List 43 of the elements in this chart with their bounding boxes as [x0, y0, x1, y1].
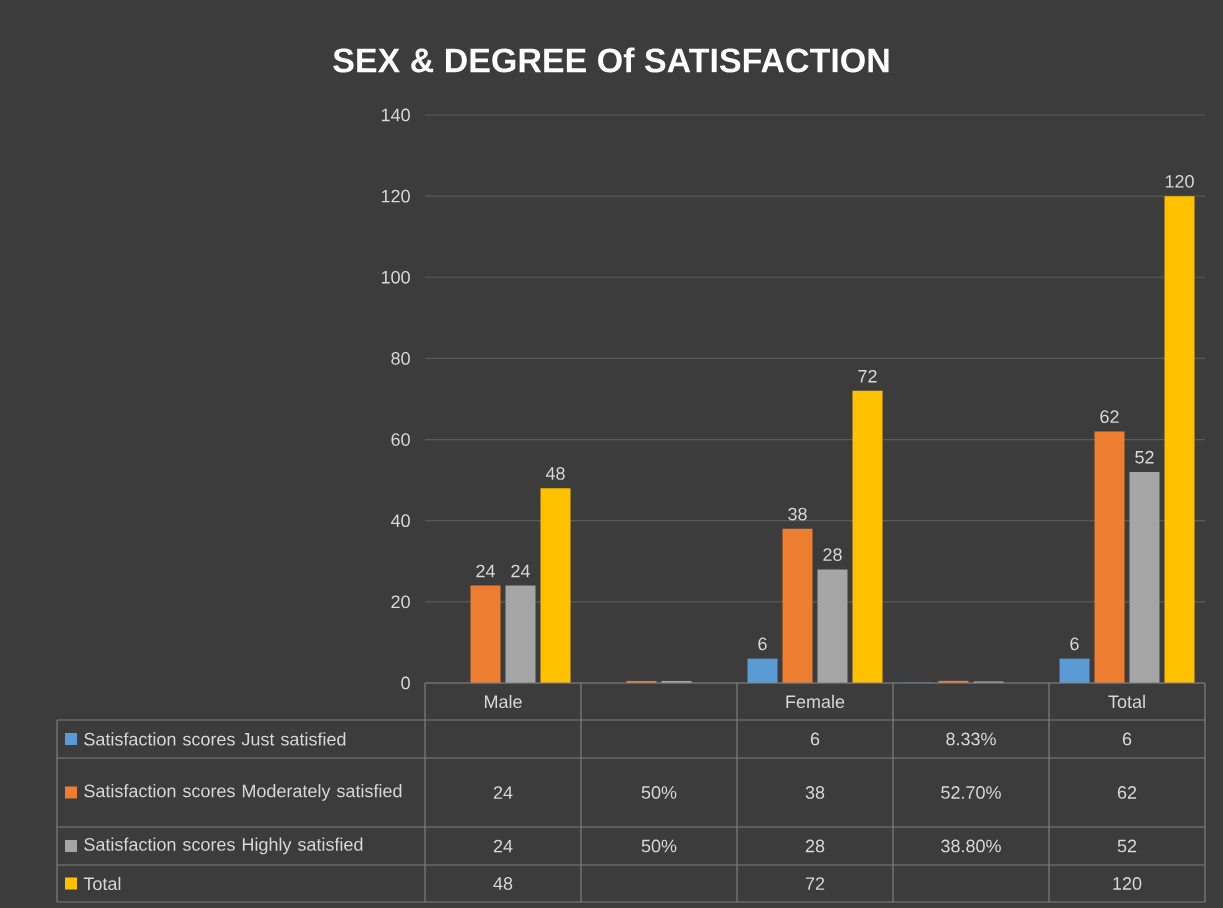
legend-label: Satisfaction scores Highly satisfied [84, 837, 363, 855]
y-tick-label: 60 [391, 433, 410, 446]
y-tick-label: 0 [401, 676, 410, 690]
data-label: 28 [805, 839, 825, 853]
text: 62 [1100, 410, 1119, 424]
text: 72 [858, 369, 877, 383]
y-tick-label: 100 [381, 270, 410, 284]
data-label: 38 [805, 786, 825, 799]
legend-label: Total [83, 876, 121, 891]
y-tick-label: 140 [381, 108, 410, 122]
x-tick-label: Total [1108, 694, 1145, 709]
chart-title: SEX & DEGREE Of SATISFACTION [333, 47, 889, 73]
data-label: 24 [493, 786, 513, 799]
text: 120 [1165, 174, 1194, 188]
data-label: 24 [493, 839, 513, 853]
data-label: 120 [1113, 877, 1142, 890]
text: 48 [545, 467, 565, 480]
data-label: 62 [1117, 786, 1137, 799]
data-label: 8.33% [946, 732, 996, 746]
text: 38 [788, 507, 807, 521]
x-tick-label: Male [484, 694, 522, 709]
data-label: 72 [805, 877, 825, 890]
data-label: 52.70% [941, 786, 1001, 799]
data-label: 38.80% [941, 839, 1001, 853]
text: 6 [1070, 637, 1079, 651]
text: 6 [758, 637, 767, 651]
data-label: 6 [1122, 732, 1132, 746]
y-tick-label: 20 [391, 595, 410, 609]
data-label: 52 [1117, 839, 1137, 853]
data-label: 6 [810, 732, 820, 746]
text: 52 [1135, 450, 1154, 464]
data-label: 48 [493, 877, 513, 890]
text: 24 [476, 564, 495, 578]
data-label: 50% [641, 839, 677, 853]
y-tick-label: 120 [381, 189, 410, 203]
text: 24 [511, 564, 530, 578]
data-label: 50% [641, 786, 677, 799]
y-tick-label: 40 [390, 514, 410, 528]
text: 28 [823, 548, 842, 561]
legend-label: Satisfaction scores Moderately satisfied [84, 784, 402, 801]
x-tick-label: Female [786, 694, 845, 709]
y-tick-label: 80 [391, 352, 410, 365]
legend-label: Satisfaction scores Just satisfied [84, 732, 346, 746]
